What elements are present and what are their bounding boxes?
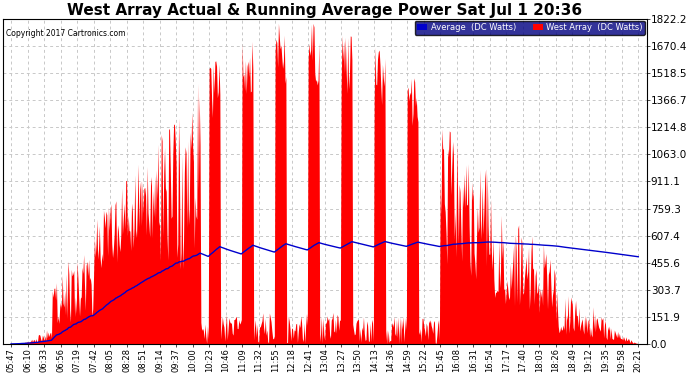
Legend: Average  (DC Watts), West Array  (DC Watts): Average (DC Watts), West Array (DC Watts… bbox=[415, 21, 645, 34]
Title: West Array Actual & Running Average Power Sat Jul 1 20:36: West Array Actual & Running Average Powe… bbox=[67, 3, 582, 18]
Text: Copyright 2017 Cartronics.com: Copyright 2017 Cartronics.com bbox=[6, 29, 126, 38]
